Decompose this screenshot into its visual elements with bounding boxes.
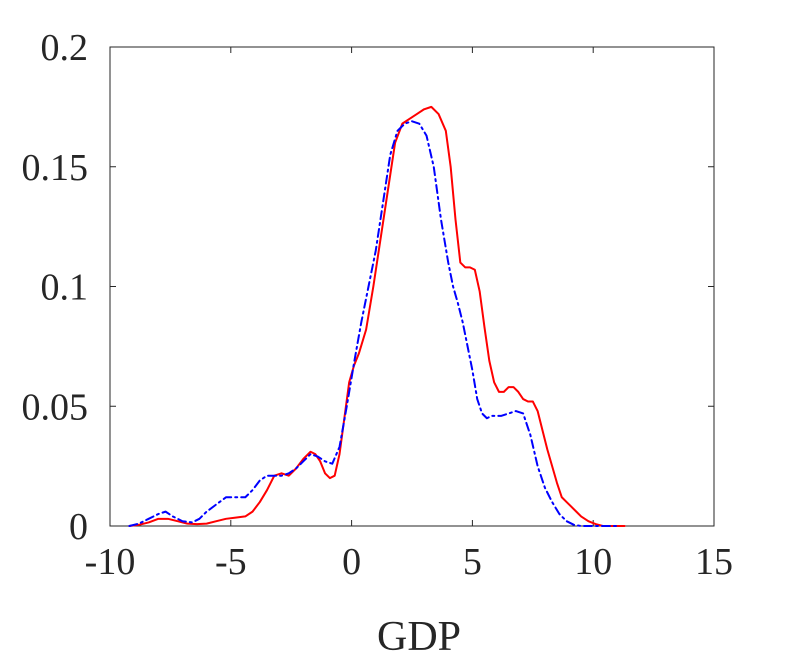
plot-area [109,46,715,527]
y-tick-label: 0.05 [22,386,89,428]
series-layer [128,105,626,527]
y-tick-label: 0.1 [41,267,89,309]
series-line-2 [128,120,619,527]
x-tick-label: 0 [342,541,361,583]
x-axis-label: GDP [377,614,461,660]
plot-frame [109,46,715,527]
x-tick-label: 5 [463,541,482,583]
x-tick-label: -10 [85,541,136,583]
y-axis: 0 0.05 0.1 0.15 0.2 [22,27,714,548]
x-axis: -10 -5 0 5 10 15 [85,47,733,583]
y-tick-label: 0 [69,506,88,548]
x-tick-label: 10 [574,541,612,583]
series-line-1 [128,105,626,527]
x-tick-label: -5 [215,541,247,583]
y-tick-label: 0.15 [22,147,89,189]
y-tick-label: 0.2 [41,27,89,69]
x-tick-label: 15 [695,541,733,583]
